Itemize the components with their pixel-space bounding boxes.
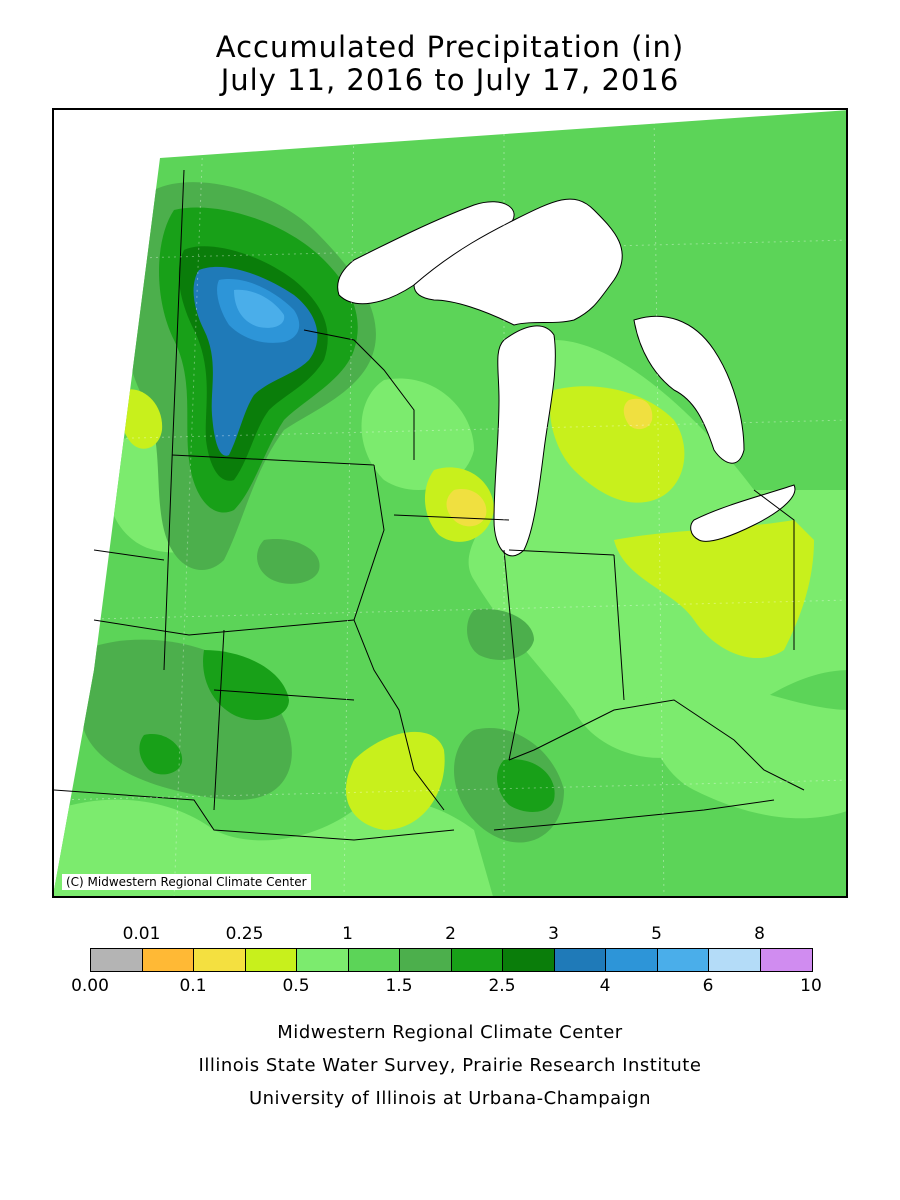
legend-swatch xyxy=(451,949,503,971)
boundary-illinois-indiana xyxy=(503,549,520,761)
bin-0-25-0-5-dakota xyxy=(118,389,163,449)
legend-bottom-label: 4 xyxy=(599,976,611,996)
bin-5-6-north xyxy=(234,289,285,328)
bin-0-5-1-southeast xyxy=(646,670,846,819)
legend-top-label: 0.25 xyxy=(225,924,264,944)
bin-0-25-0-5-ohio xyxy=(614,520,814,659)
legend-swatch xyxy=(709,949,761,971)
lake-huron xyxy=(633,315,745,464)
legend-swatch xyxy=(297,949,349,971)
legend-bottom-label: 10 xyxy=(800,976,822,996)
legend-swatch xyxy=(91,949,143,971)
legend-swatch xyxy=(554,949,606,971)
boundary-kentucky-tennessee xyxy=(493,799,775,831)
bin-2-2-5-kentucky xyxy=(497,759,555,812)
legend-bottom-label: 0.1 xyxy=(179,976,207,996)
precipitation-map: (C) Midwestern Regional Climate Center xyxy=(52,108,848,898)
legend-swatch xyxy=(142,949,194,971)
bin-2-2-5-kansas xyxy=(139,734,183,775)
lake-erie xyxy=(690,484,796,542)
legend-swatch xyxy=(657,949,709,971)
boundary-dakota-minnesota xyxy=(163,169,185,671)
bin-0-1-0-25-michigan xyxy=(623,398,653,430)
legend-bottom-label: 6 xyxy=(702,976,714,996)
boundary-ohio-pa xyxy=(753,489,795,650)
map-copyright: (C) Midwestern Regional Climate Center xyxy=(62,874,311,890)
legend-swatch xyxy=(400,949,452,971)
ontario-peninsula xyxy=(413,198,623,326)
boundary-ks-ok xyxy=(213,689,355,701)
boundary-ne-sd xyxy=(93,549,165,561)
credit-line-1: Midwestern Regional Climate Center xyxy=(277,1022,623,1043)
bin-0-5-1-central xyxy=(361,378,474,490)
legend-top-label: 2 xyxy=(445,924,456,944)
bin-3-4-northwest-corner xyxy=(54,150,135,197)
map-date-range: July 11, 2016 to July 17, 2016 xyxy=(220,63,680,97)
legend-swatch xyxy=(194,949,246,971)
legend-top-label: 0.01 xyxy=(122,924,161,944)
legend-swatch xyxy=(606,949,658,971)
legend-bottom-label: 0.00 xyxy=(71,976,109,996)
legend-top-label: 1 xyxy=(342,924,353,944)
lake-michigan xyxy=(493,325,556,557)
legend-bottom-label: 1.5 xyxy=(385,976,413,996)
bin-0-25-0-5-southmissouri xyxy=(345,731,445,830)
boundary-minnesota-iowa xyxy=(171,454,375,466)
legend-top-label: 5 xyxy=(651,924,662,944)
boundary-wisconsin-west xyxy=(303,329,415,460)
boundary-ohio-river xyxy=(508,699,805,791)
boundary-indiana-michigan xyxy=(508,549,615,556)
boundary-iowa-missouri xyxy=(93,619,355,636)
boundary-mississippi-river xyxy=(353,464,445,811)
legend-swatch xyxy=(348,949,400,971)
bin-1-5-2-iowa xyxy=(257,539,320,584)
map-title: Accumulated Precipitation (in) xyxy=(215,30,685,64)
boundary-ok-ar xyxy=(54,789,455,841)
legend-swatch xyxy=(503,949,555,971)
legend-bottom-label: 2.5 xyxy=(488,976,516,996)
legend-swatch xyxy=(760,949,812,971)
boundary-kansas-missouri xyxy=(213,629,225,811)
state-boundaries xyxy=(54,169,805,841)
boundary-indiana-ohio xyxy=(613,554,625,701)
legend-top-label: 8 xyxy=(754,924,765,944)
bin-1-5-2-illinois xyxy=(467,609,534,660)
legend-swatch xyxy=(245,949,297,971)
credit-line-2: Illinois State Water Survey, Prairie Res… xyxy=(198,1055,702,1076)
graticule xyxy=(54,110,846,896)
legend-top-label: 3 xyxy=(548,924,559,944)
bin-0-1-0-25-illinois xyxy=(446,489,487,527)
credit-line-3: University of Illinois at Urbana-Champai… xyxy=(248,1088,652,1109)
map-canvas xyxy=(54,110,846,896)
legend-colorbar xyxy=(90,948,813,972)
legend: 0.01 0.25 1 2 3 5 8 0.00 0.1 0.5 1.5 2.5 4 6 10 xyxy=(0,920,900,1000)
boundary-wisconsin-illinois xyxy=(393,514,510,521)
legend-bottom-label: 0.5 xyxy=(282,976,310,996)
bin-2-2-5-missouri xyxy=(203,650,289,720)
